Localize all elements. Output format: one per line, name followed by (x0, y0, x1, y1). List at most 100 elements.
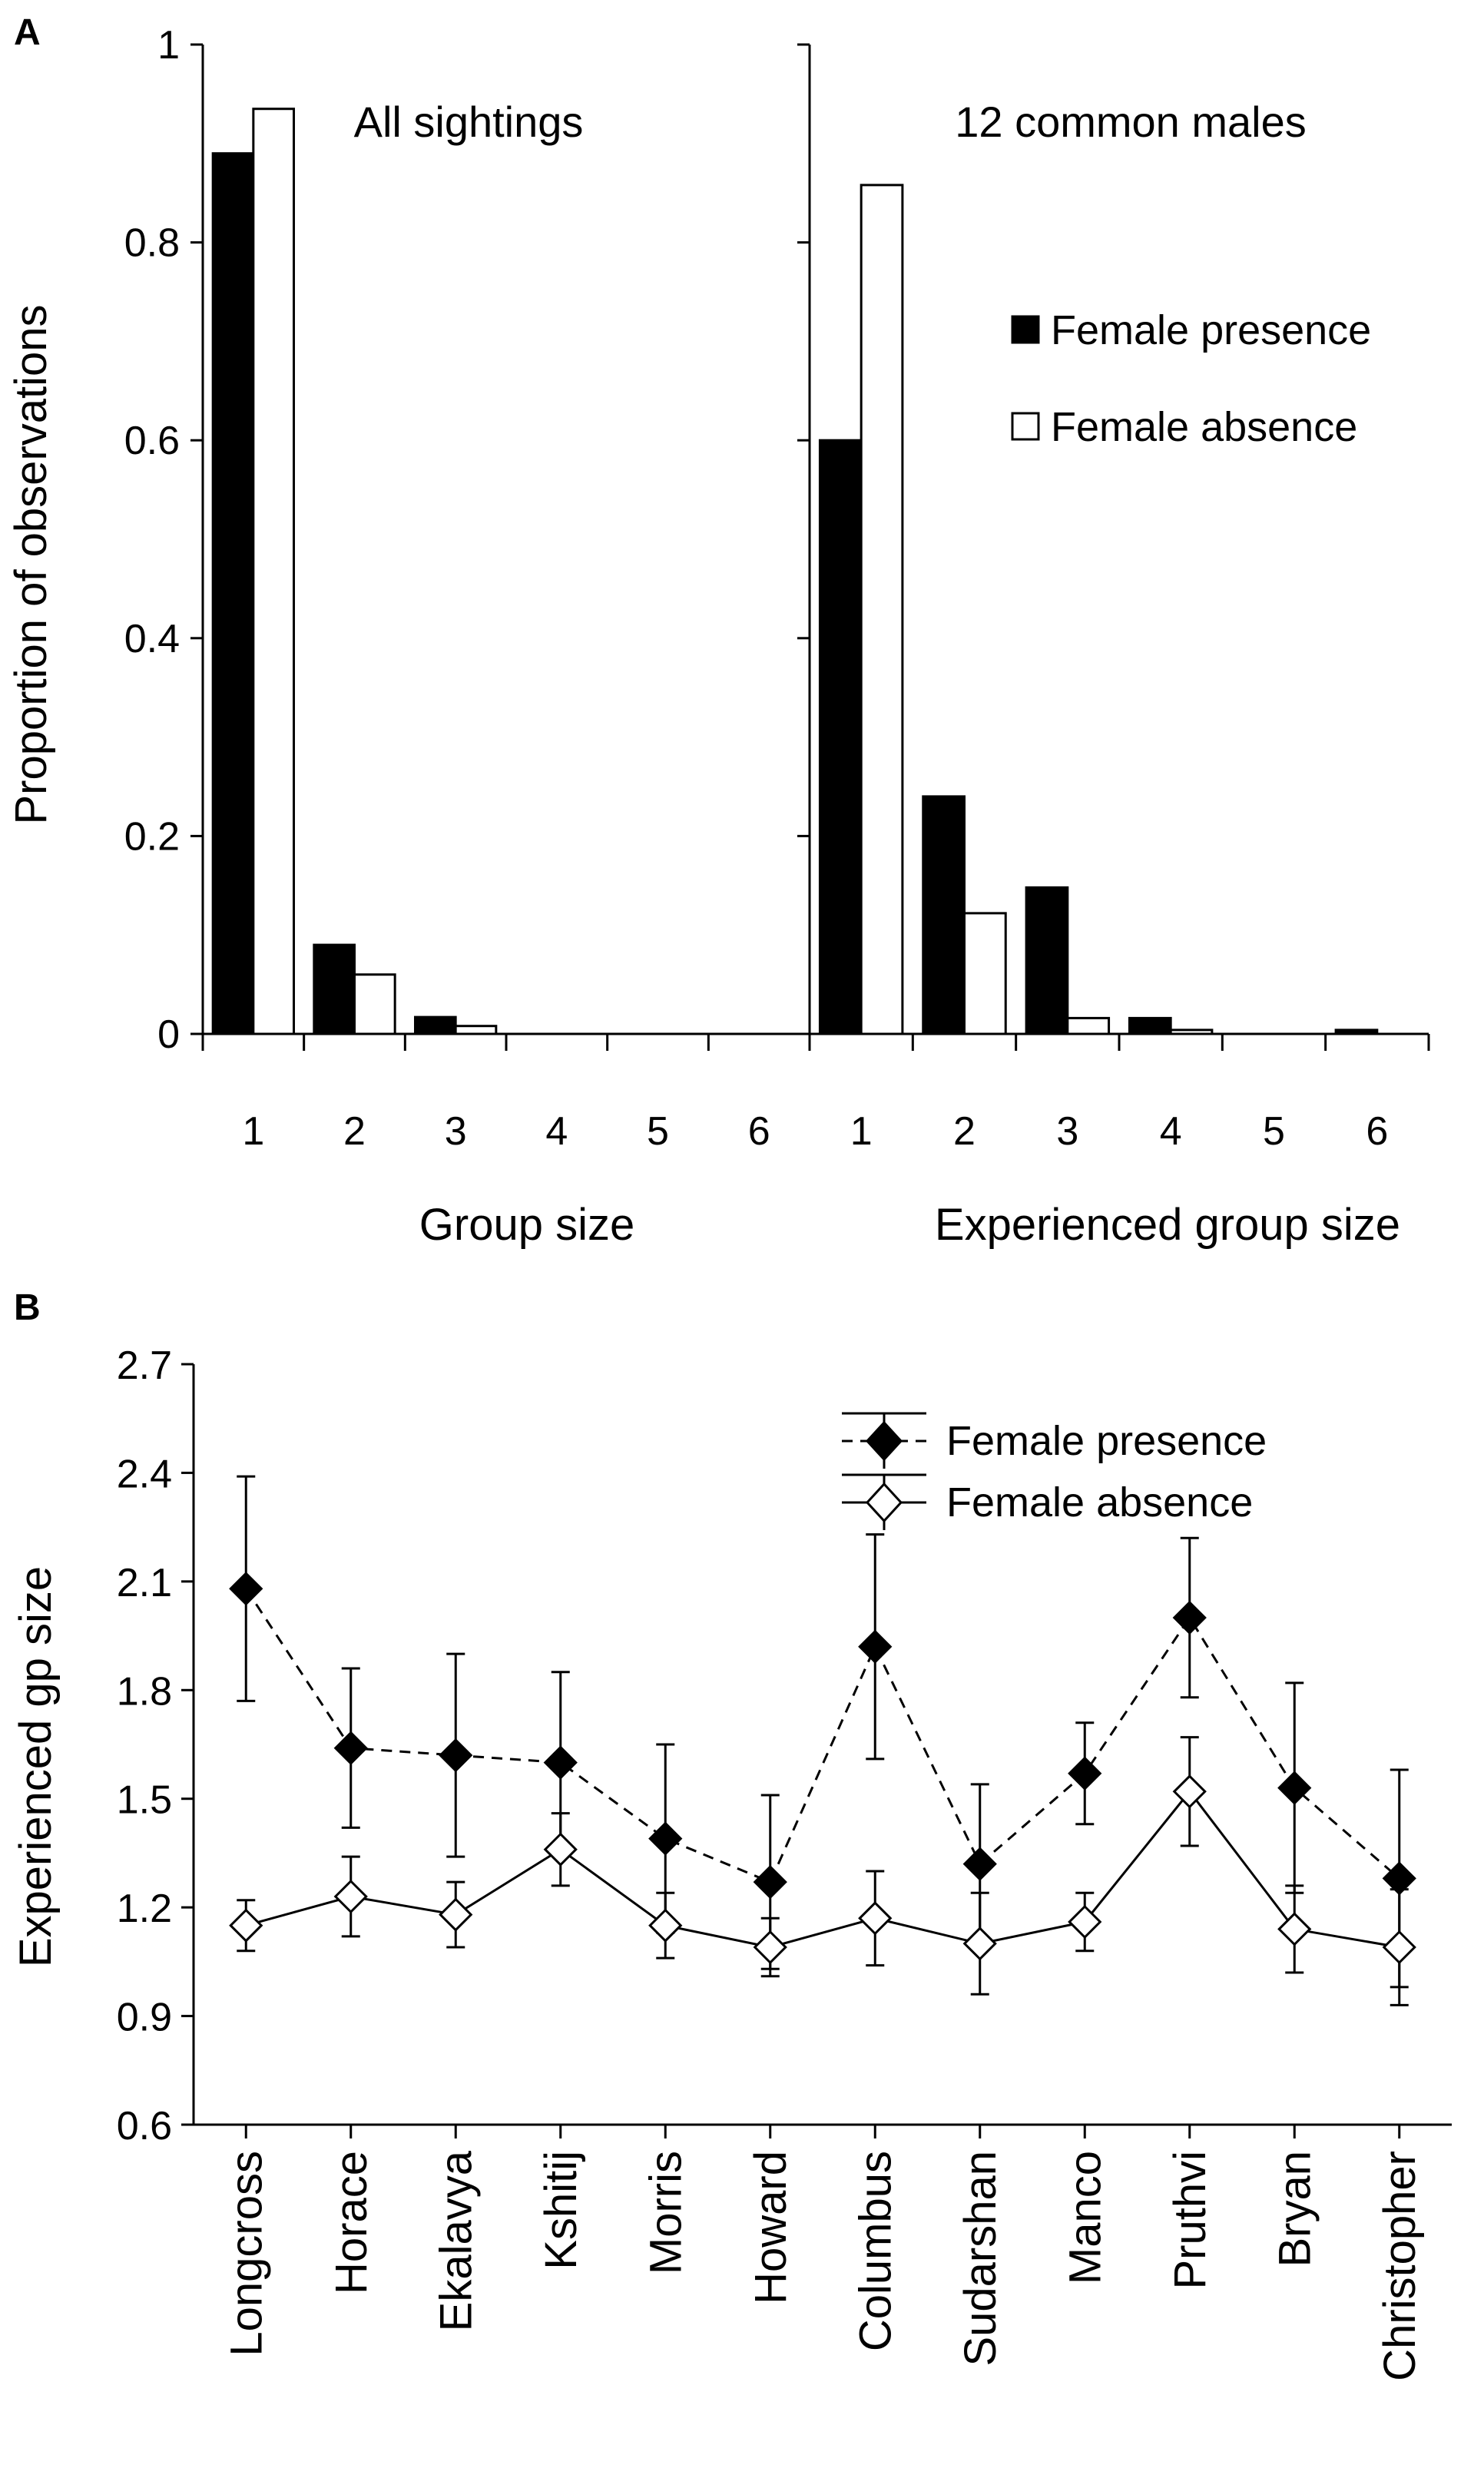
x-tick-label: 3 (1056, 1109, 1078, 1154)
y-axis-label-experienced-gp-size: Experienced gp size (11, 1566, 61, 1967)
marker-female-absence (229, 1908, 263, 1943)
y-tick-label: 2.7 (117, 1343, 172, 1388)
y-tick-label: 0 (157, 1012, 180, 1057)
line-female-absence (245, 1789, 1400, 1949)
common-males-bar-female-presence (1334, 1029, 1379, 1035)
marker-female-absence (333, 1879, 368, 1914)
x-category-label: Sudarshan (956, 2151, 1005, 2367)
x-axis-label-experienced-group-size: Experienced group size (935, 1200, 1400, 1250)
legend-marker-female-absence (865, 1482, 903, 1523)
x-tick-label: 5 (1263, 1109, 1285, 1154)
marker-female-presence (1172, 1600, 1207, 1635)
x-tick-label: 2 (953, 1109, 976, 1154)
common-males-bar-female-presence (1128, 1016, 1172, 1035)
marker-female-presence (229, 1572, 263, 1606)
x-tick-label: 1 (242, 1109, 264, 1154)
common-males-bar-female-presence (1025, 886, 1069, 1035)
legend-swatch-female-presence (1011, 315, 1040, 344)
x-tick-label: 6 (1366, 1109, 1388, 1154)
marker-female-absence (439, 1897, 473, 1932)
x-category-label: Manco (1060, 2151, 1110, 2284)
y-tick-label: 0.2 (124, 814, 180, 859)
common-males-bar-female-presence (818, 439, 863, 1035)
x-category-label: Morris (641, 2151, 691, 2274)
panel-letter-a: A (14, 12, 41, 53)
y-tick-label: 2.1 (117, 1561, 172, 1605)
all-sightings-bar-female-presence (414, 1015, 457, 1035)
marker-female-presence (1277, 1771, 1312, 1805)
x-category-label: Longcross (221, 2151, 271, 2357)
common-males-bar-female-presence (922, 795, 966, 1035)
marker-female-absence (753, 1930, 787, 1965)
common-males-bar-female-absence (1066, 1016, 1111, 1035)
legend-label-female-absence: Female absence (1051, 404, 1357, 450)
all-sightings-bar-female-absence (353, 973, 396, 1035)
x-tick-label: 2 (343, 1109, 366, 1154)
marker-female-absence (858, 1901, 893, 1936)
y-tick-label: 2.4 (117, 1452, 172, 1496)
marker-female-absence (962, 1926, 997, 1961)
y-tick-label: 0.9 (117, 1996, 172, 2040)
common-males-bar-female-absence (963, 912, 1007, 1035)
x-category-label: Pruthvi (1165, 2151, 1215, 2290)
legend-panel-b: Female presence Female absence (842, 1412, 1267, 1530)
y-tick-label: 0.8 (124, 221, 180, 266)
legend-label-female-presence: Female presence (1051, 307, 1371, 353)
common-males-bar-female-absence (860, 184, 904, 1035)
line-female-presence (244, 1588, 1400, 1884)
marker-female-presence (333, 1731, 368, 1765)
y-tick-label: 1.8 (117, 1669, 172, 1714)
panel-b-chart: Experienced gp size Female presence Fema… (11, 1343, 1452, 2381)
chart-title-12-common-males: 12 common males (955, 98, 1307, 146)
legend-label-b-female-absence: Female absence (946, 1479, 1253, 1526)
marker-female-presence (1382, 1861, 1416, 1896)
y-tick-label: 1.5 (117, 1778, 172, 1823)
y-tick-label: 0.6 (124, 419, 180, 463)
x-category-label: Christopher (1375, 2151, 1425, 2381)
chart-title-all-sightings: All sightings (354, 98, 584, 146)
marker-female-presence (439, 1738, 473, 1773)
marker-female-presence (648, 1821, 683, 1856)
x-tick-label: 1 (850, 1109, 873, 1154)
x-tick-label: 5 (647, 1109, 669, 1154)
x-category-label: Kshitij (536, 2151, 586, 2270)
marker-female-absence (1172, 1774, 1207, 1809)
x-axis-label-group-size: Group size (419, 1200, 634, 1250)
x-category-label: Bryan (1270, 2151, 1320, 2268)
all-sightings-bar-female-presence (211, 152, 255, 1035)
marker-female-presence (1068, 1756, 1102, 1791)
all-sightings-bar-female-presence (313, 943, 356, 1035)
y-axis-label-proportion: Proportion of observations (6, 304, 56, 824)
panel-letter-b: B (14, 1287, 41, 1328)
legend-swatch-female-absence (1011, 412, 1040, 441)
x-tick-label: 4 (1160, 1109, 1182, 1154)
marker-female-presence (858, 1629, 893, 1664)
x-category-label: Horace (326, 2151, 376, 2294)
marker-female-absence (1382, 1930, 1416, 1965)
y-tick-label: 1.2 (117, 1887, 172, 1931)
marker-female-absence (543, 1832, 578, 1867)
all-sightings-bar-female-absence (252, 108, 296, 1035)
x-tick-label: 6 (748, 1109, 770, 1154)
marker-female-presence (543, 1745, 578, 1780)
y-tick-label: 0.4 (124, 617, 180, 661)
marker-female-presence (753, 1865, 787, 1900)
legend-marker-female-presence (865, 1420, 903, 1462)
y-tick-label: 1 (157, 23, 180, 68)
x-category-label: Ekalavya (431, 2150, 481, 2331)
x-category-label: Howard (746, 2151, 796, 2304)
panel-a-right-chart: 12 common males Experienced group size F… (797, 43, 1430, 1250)
marker-female-absence (1068, 1904, 1102, 1940)
x-tick-label: 3 (445, 1109, 467, 1154)
y-tick-label: 0.6 (117, 2104, 172, 2148)
x-category-label: Columbus (850, 2151, 900, 2351)
marker-female-presence (962, 1847, 997, 1881)
legend-label-b-female-presence: Female presence (946, 1418, 1267, 1464)
x-tick-label: 4 (545, 1109, 568, 1154)
panel-a-left-chart: All sightings Proportion of observations… (6, 23, 1429, 1250)
marker-female-absence (648, 1908, 683, 1943)
marker-female-absence (1277, 1912, 1312, 1946)
common-males-bar-female-absence (1169, 1029, 1214, 1035)
all-sightings-bar-female-absence (454, 1025, 498, 1035)
